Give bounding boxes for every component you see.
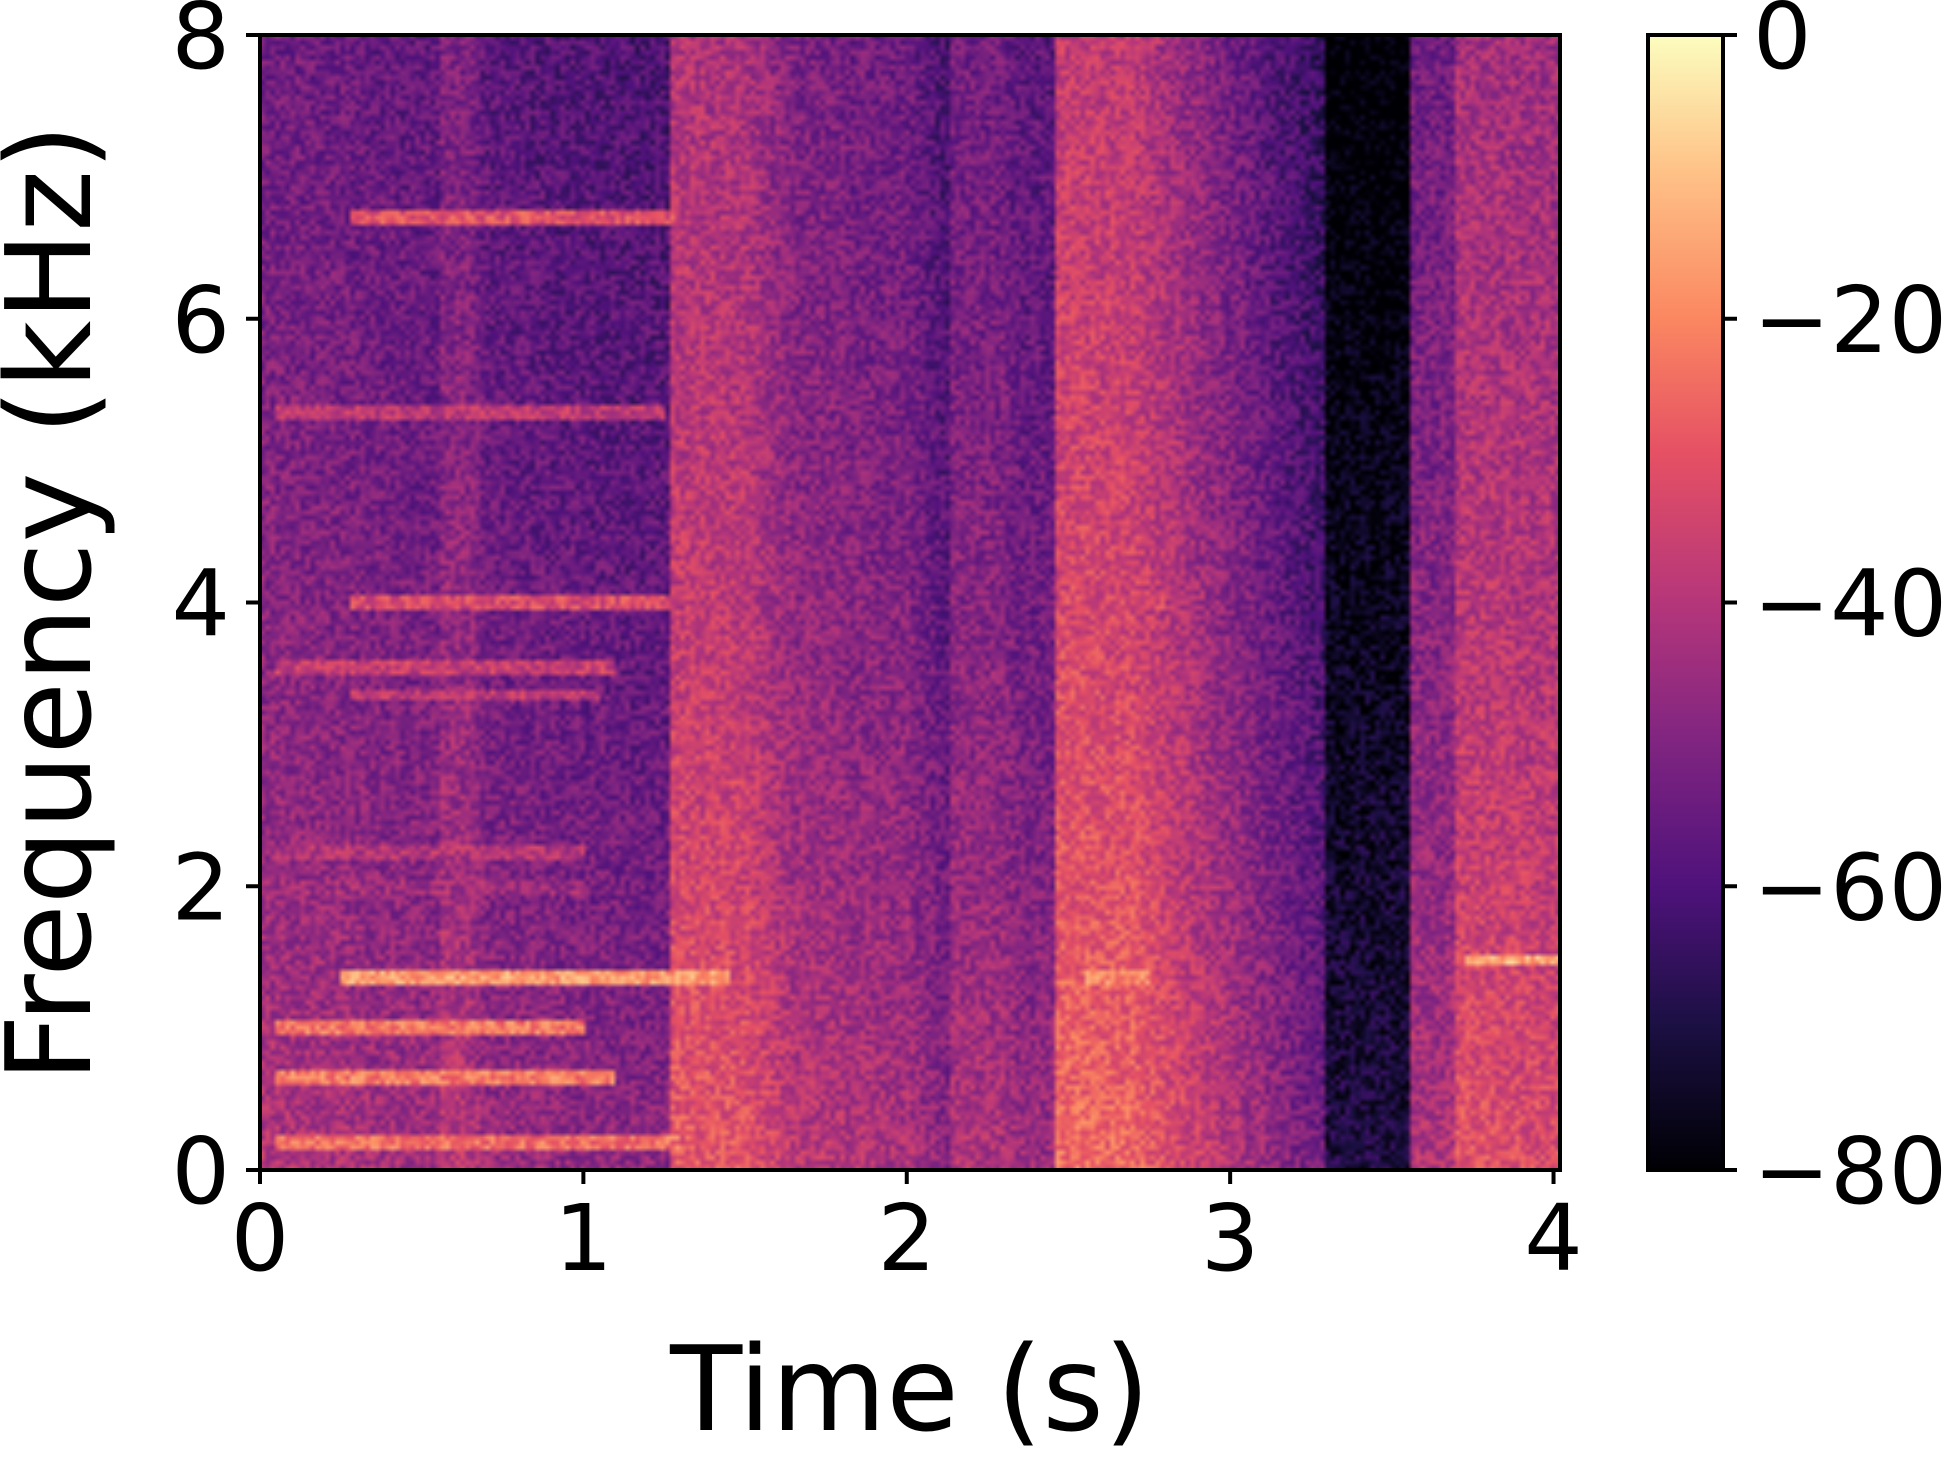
x-tick-label: 4 [1524,1185,1583,1292]
x-tick-label: 3 [1201,1185,1260,1292]
y-tick-label: 4 [171,551,230,658]
y-tick-label: 8 [171,0,230,90]
x-tick-label: 1 [554,1185,613,1292]
colorbar-tick-label: −40 [1753,551,1947,658]
colorbar-tick-label: −80 [1753,1118,1947,1225]
y-tick-label: 0 [171,1118,230,1225]
colorbar-gradient [1646,33,1725,1172]
colorbar-tick-label: −20 [1753,267,1947,374]
colorbar: 0 −20 −40 −60 −80 [1646,0,1947,1225]
x-axis-label: Time (s) [669,1320,1150,1458]
y-tick-label: 6 [171,267,230,374]
x-axis: 0 1 2 3 4 [231,1170,1583,1292]
x-tick-label: 0 [231,1185,290,1292]
spectrogram-heatmap [260,35,1560,1170]
y-axis-label: Frequency (kHz) [0,124,118,1082]
colorbar-axis: 0 −20 −40 −60 −80 [1723,0,1947,1225]
y-axis: 0 2 4 6 8 [171,0,260,1225]
x-tick-label: 2 [877,1185,936,1292]
y-tick-label: 2 [171,834,230,941]
colorbar-tick-label: −60 [1753,834,1947,941]
spectrogram-plot: 0 1 2 3 4 0 2 4 6 8 Time (s) Frequency (kHz) [0,0,1583,1458]
colorbar-tick-label: 0 [1753,0,1812,90]
